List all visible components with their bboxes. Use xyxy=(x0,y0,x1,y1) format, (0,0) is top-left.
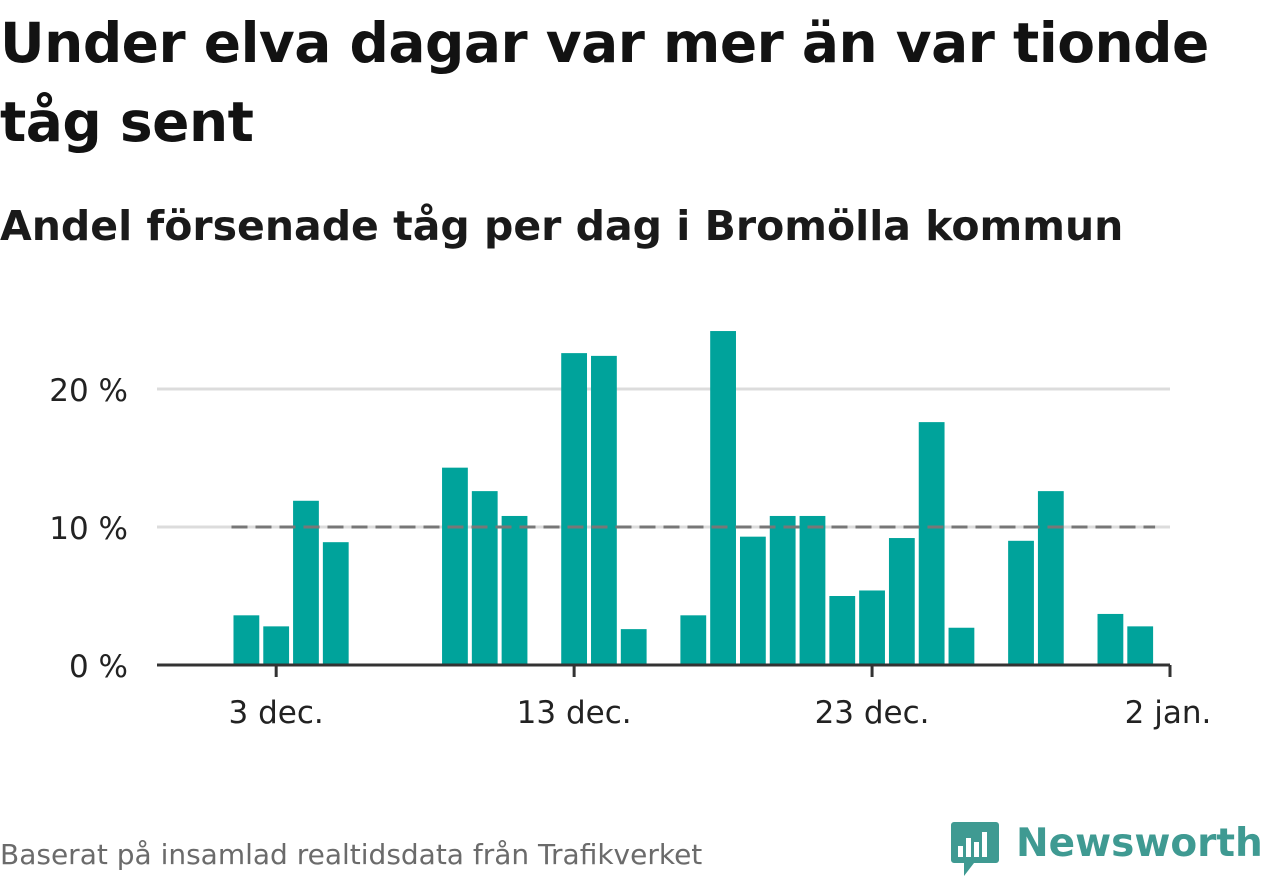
bar xyxy=(680,615,707,665)
bar xyxy=(233,615,260,665)
bar xyxy=(948,627,975,665)
bar xyxy=(799,515,826,665)
bar xyxy=(471,491,498,665)
bar xyxy=(561,353,588,665)
y-tick-label: 0 % xyxy=(69,649,128,685)
x-axis-labels: 3 dec. 13 dec. 23 dec. 2 jan. xyxy=(229,695,1212,731)
bar xyxy=(501,515,528,665)
bar xyxy=(888,538,915,665)
y-tick-label: 10 % xyxy=(49,511,128,547)
bar xyxy=(739,536,766,665)
source-note: Baserat på insamlad realtidsdata från Tr… xyxy=(0,838,703,871)
bar xyxy=(263,626,290,665)
bar xyxy=(829,596,856,665)
x-tick-label: 2 jan. xyxy=(1125,695,1212,731)
x-tick-label: 23 dec. xyxy=(815,695,930,731)
bar xyxy=(859,590,885,665)
bar xyxy=(918,422,945,665)
y-tick-label: 20 % xyxy=(49,373,128,409)
bar xyxy=(1127,626,1154,665)
bar xyxy=(1097,613,1124,665)
x-axis xyxy=(157,663,1172,677)
y-axis-labels: 0 % 10 % 20 % xyxy=(49,373,128,685)
bar xyxy=(293,500,319,665)
bar xyxy=(620,629,647,665)
bar xyxy=(442,467,468,665)
bar xyxy=(591,355,617,665)
bar xyxy=(1037,491,1064,665)
chart-subtitle: Andel försenade tåg per dag i Bromölla k… xyxy=(0,202,1124,250)
bars xyxy=(233,331,1154,665)
newsworthy-logo[interactable]: Newsworthy xyxy=(950,818,1262,878)
bar xyxy=(322,542,349,665)
brand-name: Newsworthy xyxy=(1016,821,1262,866)
x-tick-label: 13 dec. xyxy=(517,695,632,731)
bar xyxy=(710,331,736,665)
bar xyxy=(769,515,796,665)
x-tick-label: 3 dec. xyxy=(229,695,324,731)
chart-title: Under elva dagar var mer än var tionde t… xyxy=(0,11,1209,154)
bar xyxy=(1008,540,1034,665)
newsworthy-chart-bubble-icon xyxy=(951,822,999,876)
